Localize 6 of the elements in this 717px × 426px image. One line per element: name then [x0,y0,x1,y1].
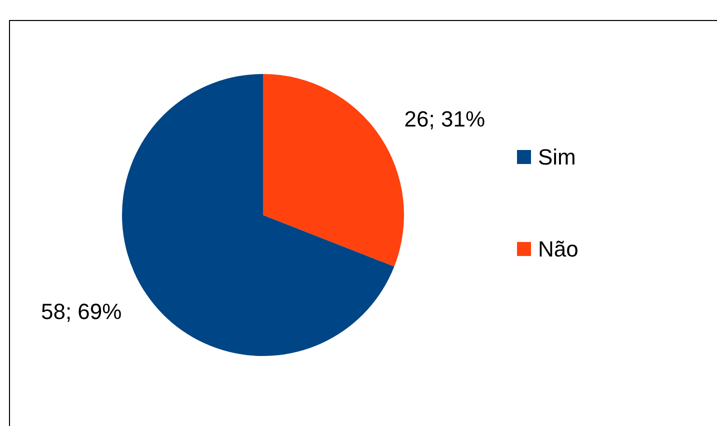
data-label: 26; 31% [404,106,486,132]
pie-slice [122,74,394,356]
legend-label: Sim [538,144,576,170]
data-label: 58; 69% [40,299,122,324]
pie-slice [263,74,404,267]
legend-label: Não [538,236,578,262]
